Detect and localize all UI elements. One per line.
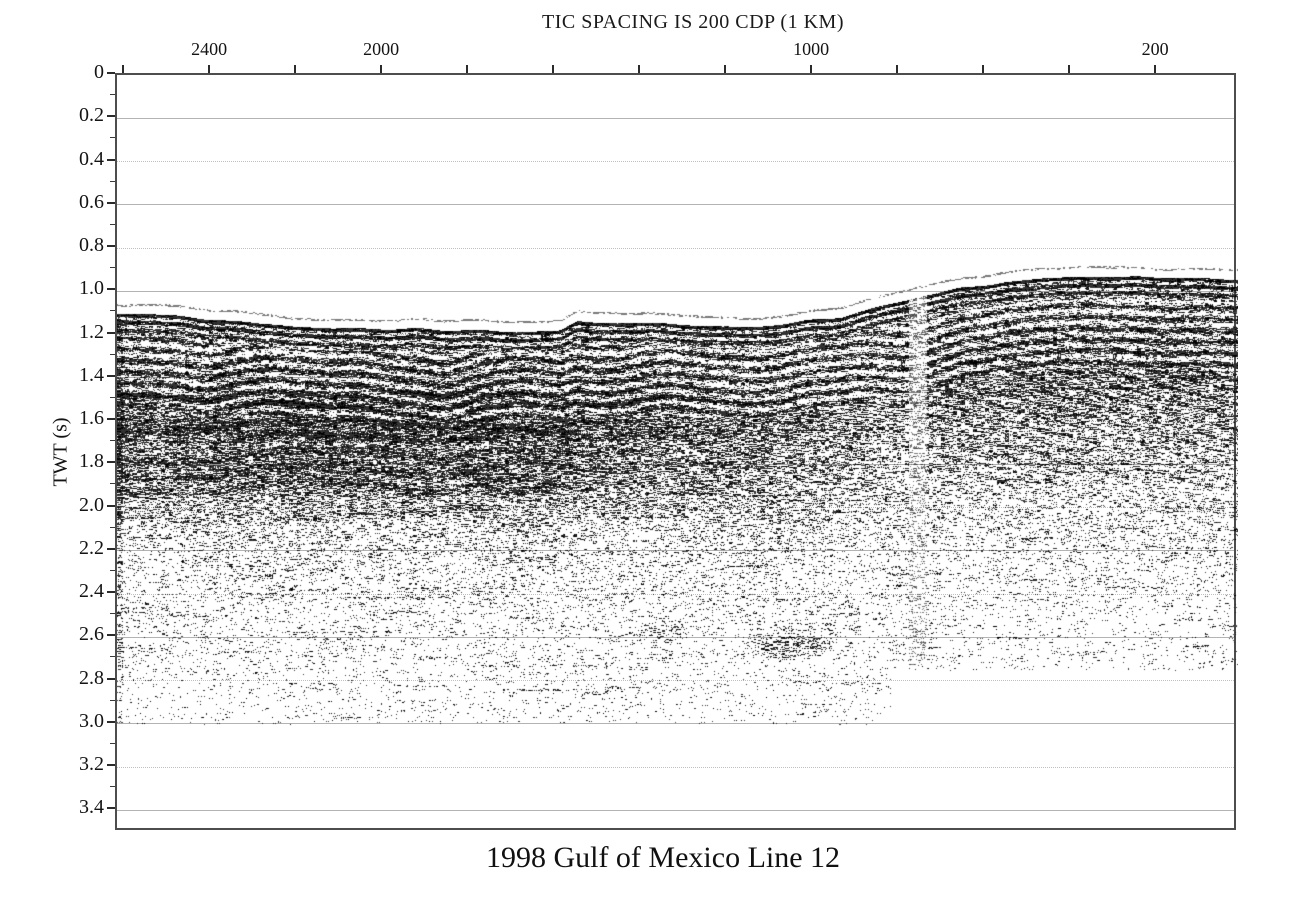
x-major-tick [208, 65, 211, 73]
y-minor-tick [110, 786, 115, 788]
y-minor-tick [110, 267, 115, 269]
y-tick-label: 2.2 [79, 536, 104, 559]
y-major-tick [107, 461, 115, 464]
y-minor-tick [110, 440, 115, 442]
y-tick-label: 3.2 [79, 753, 104, 776]
y-minor-tick [110, 353, 115, 355]
y-minor-tick [110, 180, 115, 182]
x-tick-label: 2000 [363, 39, 400, 59]
y-minor-tick [110, 94, 115, 96]
y-major-tick [107, 288, 115, 291]
x-major-tick [466, 65, 469, 73]
y-tick-label: 3.0 [79, 709, 104, 732]
x-major-tick [552, 65, 555, 73]
y-minor-tick [110, 699, 115, 701]
y-minor-tick [110, 569, 115, 571]
x-major-tick [1154, 65, 1157, 73]
y-tick-label: 0 [94, 61, 104, 83]
x-major-tick [1068, 65, 1071, 73]
y-minor-tick [110, 310, 115, 312]
y-major-tick [107, 201, 115, 204]
x-tick-label: 1000 [793, 39, 830, 59]
x-tick-label: 2400 [191, 39, 228, 59]
y-tick-label: 2.6 [79, 623, 104, 646]
y-tick-label: 2.8 [79, 666, 104, 689]
y-tick-label: 1.4 [79, 363, 104, 386]
y-minor-tick [110, 742, 115, 744]
y-major-tick [107, 245, 115, 248]
y-major-tick [107, 115, 115, 118]
y-tick-label: 1.2 [79, 320, 104, 343]
y-major-tick [107, 547, 115, 550]
y-minor-tick [110, 526, 115, 528]
x-major-tick [380, 65, 383, 73]
y-tick-label: 1.6 [79, 407, 104, 430]
plot-title: TIC SPACING IS 200 CDP (1 KM) [542, 11, 844, 33]
seismic-canvas [117, 75, 1238, 832]
y-major-tick [107, 374, 115, 377]
x-major-tick [638, 65, 641, 73]
y-minor-tick [110, 137, 115, 139]
x-major-tick [896, 65, 899, 73]
y-major-tick [107, 158, 115, 161]
y-tick-label: 2.0 [79, 493, 104, 516]
y-major-tick [107, 764, 115, 767]
y-minor-tick [110, 656, 115, 658]
y-major-tick [107, 720, 115, 723]
y-minor-tick [110, 483, 115, 485]
y-tick-label: 0.2 [79, 104, 104, 127]
y-tick-label: 1.8 [79, 450, 104, 473]
y-tick-label: 2.4 [79, 580, 104, 603]
y-tick-label: 0.4 [79, 147, 104, 170]
x-major-tick [724, 65, 727, 73]
y-minor-tick [110, 613, 115, 615]
y-major-tick [107, 591, 115, 594]
y-minor-tick [110, 396, 115, 398]
y-major-tick [107, 72, 115, 74]
plot-area [115, 73, 1238, 832]
y-major-tick [107, 504, 115, 507]
x-major-tick [294, 65, 297, 73]
y-tick-label: 0.6 [79, 190, 104, 213]
x-major-tick [810, 65, 813, 73]
y-major-tick [107, 331, 115, 334]
y-tick-label: 0.8 [79, 234, 104, 257]
y-minor-tick [110, 223, 115, 225]
y-major-tick [107, 634, 115, 637]
y-major-tick [107, 418, 115, 421]
x-major-tick [982, 65, 985, 73]
figure-caption: 1998 Gulf of Mexico Line 12 [485, 841, 841, 874]
y-tick-label: 3.4 [79, 796, 104, 819]
y-tick-label: 1.0 [79, 277, 104, 300]
y-major-tick [107, 677, 115, 680]
x-tick-label: 200 [1141, 39, 1169, 59]
y-major-tick [107, 807, 115, 810]
x-major-tick [122, 65, 125, 73]
